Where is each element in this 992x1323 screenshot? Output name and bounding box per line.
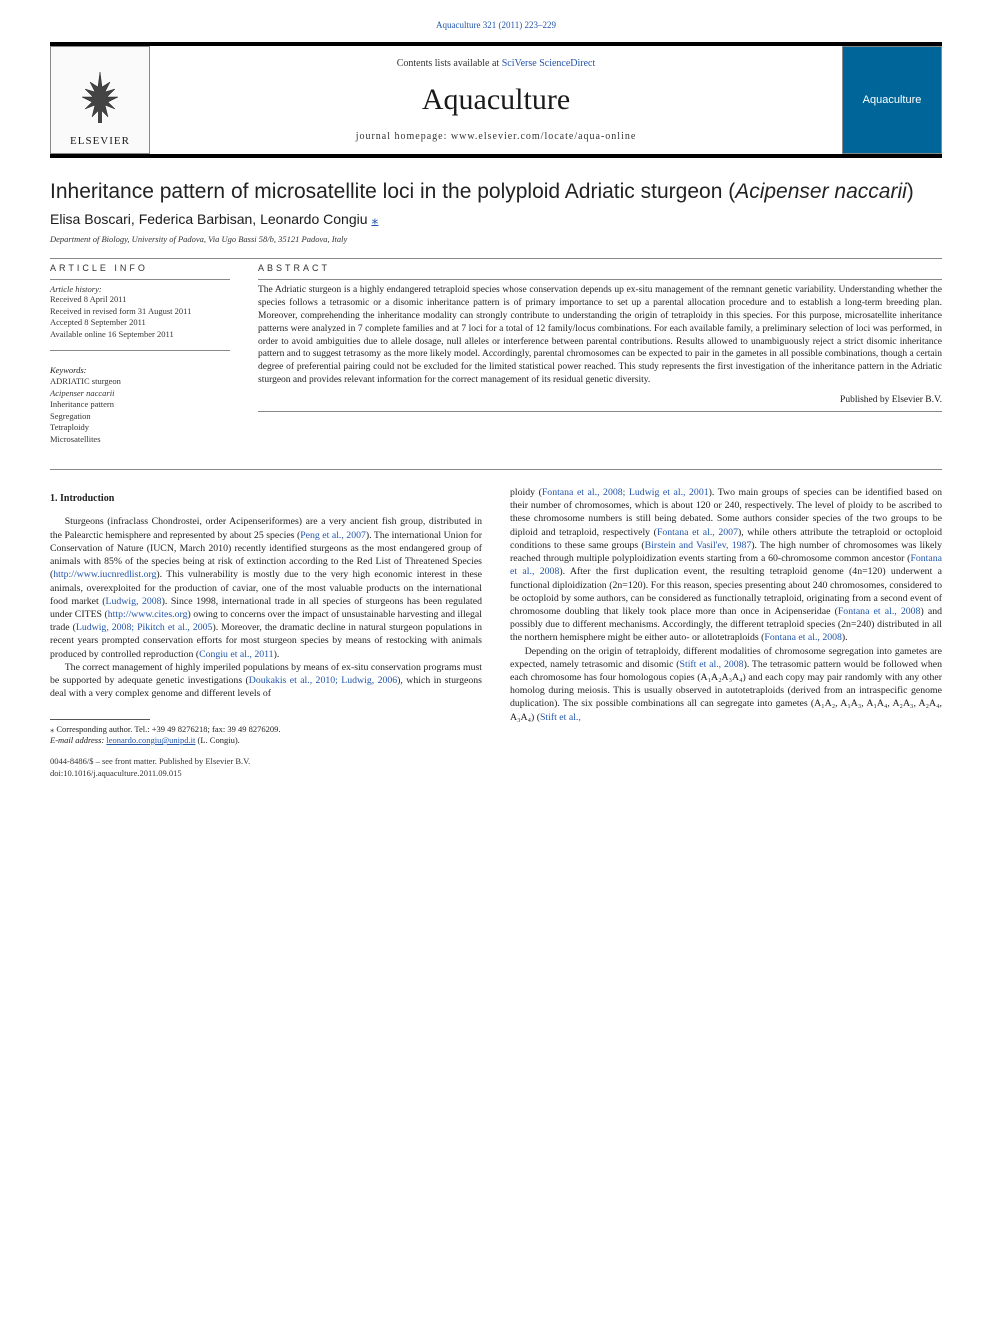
published-by: Published by Elsevier B.V.	[258, 395, 942, 405]
elsevier-wordmark: ELSEVIER	[70, 135, 130, 147]
keywords-label: Keywords:	[50, 365, 230, 375]
citation-link[interactable]: Fontana et al., 2007	[657, 527, 738, 538]
text: ).	[842, 632, 848, 643]
section-heading-introduction: 1. Introduction	[50, 492, 482, 506]
title-text-a: Inheritance pattern of microsatellite lo…	[50, 180, 735, 203]
citation-link[interactable]: Doukakis et al., 2010; Ludwig, 2006	[249, 675, 397, 686]
article-info-column: ARTICLE INFO Article history: Received 8…	[50, 263, 230, 445]
email-link[interactable]: leonardo.congiu@unipd.it	[106, 735, 195, 745]
cover-label: Aquaculture	[863, 94, 922, 106]
email-line: E-mail address: leonardo.congiu@unipd.it…	[50, 735, 482, 746]
homepage-prefix: journal homepage:	[356, 131, 451, 142]
keyword-item: ADRIATIC sturgeon	[50, 376, 230, 387]
history-label: Article history:	[50, 284, 230, 294]
footnote-block: ⁎ Corresponding author. Tel.: +39 49 827…	[50, 719, 482, 780]
citation-link[interactable]: Ludwig, 2008; Pikitch et al., 2005	[76, 622, 213, 633]
author-list: Elisa Boscari, Federica Barbisan, Leonar…	[50, 211, 942, 228]
journal-issue-link[interactable]: Aquaculture 321 (2011) 223–229	[50, 20, 942, 30]
homepage-url[interactable]: www.elsevier.com/locate/aqua-online	[451, 131, 636, 142]
divider	[50, 469, 942, 470]
corresponding-author-link[interactable]: ⁎	[371, 211, 378, 227]
abstract-column: ABSTRACT The Adriatic sturgeon is a high…	[258, 263, 942, 445]
keyword-item: Tetraploidy	[50, 422, 230, 433]
affiliation: Department of Biology, University of Pad…	[50, 234, 942, 244]
contents-prefix: Contents lists available at	[397, 58, 502, 69]
citation-link[interactable]: Birstein and Vasil'ev, 1987	[645, 540, 752, 551]
info-abstract-row: ARTICLE INFO Article history: Received 8…	[50, 263, 942, 445]
journal-cover-thumb: Aquaculture	[842, 46, 942, 154]
doi-line: doi:10.1016/j.aquaculture.2011.09.015	[50, 768, 482, 779]
body-paragraph: Sturgeons (infraclass Chondrostei, order…	[50, 515, 482, 660]
abstract-text: The Adriatic sturgeon is a highly endang…	[258, 284, 942, 387]
url-link[interactable]: http://www.iucnredlist.org	[53, 569, 156, 580]
body-paragraph: The correct management of highly imperil…	[50, 661, 482, 701]
sciencedirect-link[interactable]: SciVerse ScienceDirect	[502, 58, 596, 69]
divider	[258, 279, 942, 280]
journal-title: Aquaculture	[160, 83, 832, 117]
issn-line: 0044-8486/$ – see front matter. Publishe…	[50, 756, 482, 767]
citation-link[interactable]: Ludwig, 2008	[106, 596, 162, 607]
doi-block: 0044-8486/$ – see front matter. Publishe…	[50, 756, 482, 779]
masthead: ELSEVIER Contents lists available at Sci…	[50, 42, 942, 158]
keyword-item: Microsatellites	[50, 434, 230, 445]
corresponding-author-footnote: ⁎ Corresponding author. Tel.: +39 49 827…	[50, 724, 482, 735]
article-info-heading: ARTICLE INFO	[50, 263, 230, 273]
citation-link[interactable]: Stift et al.,	[540, 712, 581, 723]
email-suffix: (L. Congiu).	[195, 735, 239, 745]
journal-homepage-line: journal homepage: www.elsevier.com/locat…	[160, 131, 832, 142]
citation-link[interactable]: Congiu et al., 2011	[199, 649, 273, 660]
history-item: Accepted 8 September 2011	[50, 317, 230, 328]
article-title: Inheritance pattern of microsatellite lo…	[50, 178, 942, 205]
divider	[258, 411, 942, 412]
authors-text: Elisa Boscari, Federica Barbisan, Leonar…	[50, 211, 371, 227]
history-item: Received in revised form 31 August 2011	[50, 306, 230, 317]
contents-list-line: Contents lists available at SciVerse Sci…	[160, 58, 832, 69]
divider	[50, 279, 230, 280]
history-item: Received 8 April 2011	[50, 294, 230, 305]
citation-link[interactable]: Fontana et al., 2008	[838, 606, 921, 617]
abstract-heading: ABSTRACT	[258, 263, 942, 273]
citation-link[interactable]: Fontana et al., 2008; Ludwig et al., 200…	[542, 487, 709, 498]
keyword-item: Inheritance pattern	[50, 399, 230, 410]
masthead-center: Contents lists available at SciVerse Sci…	[150, 46, 842, 154]
body-paragraph: Depending on the origin of tetraploidy, …	[510, 645, 942, 724]
text: ploidy (	[510, 487, 542, 498]
title-species-italic: Acipenser naccarii	[735, 180, 907, 203]
divider	[50, 258, 942, 259]
divider	[50, 350, 230, 351]
elsevier-tree-icon	[70, 67, 130, 127]
citation-link[interactable]: Fontana et al., 2008	[764, 632, 842, 643]
publisher-logo-block: ELSEVIER	[50, 46, 150, 154]
body-paragraph: ploidy (Fontana et al., 2008; Ludwig et …	[510, 486, 942, 645]
keywords-block: Keywords: ADRIATIC sturgeon Acipenser na…	[50, 365, 230, 445]
title-text-b: )	[907, 180, 914, 203]
body-two-column: 1. Introduction Sturgeons (infraclass Ch…	[50, 486, 942, 779]
text: ).	[274, 649, 280, 660]
citation-link[interactable]: Peng et al., 2007	[300, 530, 366, 541]
keyword-item: Acipenser naccarii	[50, 388, 230, 399]
citation-link[interactable]: Stift et al., 2008	[680, 659, 744, 670]
url-link[interactable]: http://www.cites.org	[108, 609, 188, 620]
footnote-rule	[50, 719, 150, 720]
email-label: E-mail address:	[50, 735, 106, 745]
history-item: Available online 16 September 2011	[50, 329, 230, 340]
keyword-item: Segregation	[50, 411, 230, 422]
